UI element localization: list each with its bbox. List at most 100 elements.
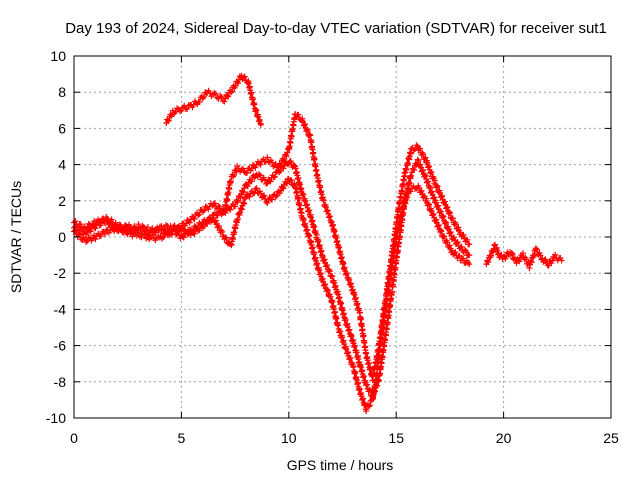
track-high-point [186, 219, 193, 226]
track-high-point [301, 122, 308, 129]
track-mid-point [411, 167, 418, 174]
track-late-point [484, 257, 491, 264]
track-short-point [240, 74, 247, 81]
track-high-point [168, 231, 175, 238]
track-high-point [441, 198, 448, 205]
track-high-point [452, 221, 459, 228]
track-mid-point [417, 161, 424, 168]
track-high-point [446, 209, 453, 216]
track-low-point [429, 212, 436, 219]
track-late-point [545, 262, 552, 269]
x-tick-label: 5 [178, 430, 186, 446]
track-short-point [228, 89, 235, 96]
track-mid-point [454, 239, 461, 246]
track-late-point [493, 244, 500, 251]
track-mid-point [453, 239, 460, 246]
track-mid-point [211, 209, 218, 216]
track-low-point [83, 238, 90, 245]
track-short-point [178, 107, 185, 114]
track-late-point [508, 250, 515, 257]
y-tick-label: -2 [54, 265, 67, 281]
track-low-point [262, 195, 269, 202]
track-short-point [257, 121, 264, 128]
track-high-point [178, 224, 185, 231]
track-high-point [210, 200, 217, 207]
track-high-point [417, 145, 424, 152]
track-low-point [223, 234, 230, 241]
track-high-point [439, 192, 446, 199]
track-high-point [434, 183, 441, 190]
data-points [71, 72, 565, 415]
track-short-point [228, 88, 235, 95]
track-high-point [108, 216, 115, 223]
track-mid-point [435, 202, 442, 209]
track-mid-point [363, 382, 370, 389]
track-mid-point [415, 157, 422, 164]
track-high-point [199, 208, 206, 215]
track-late-point [494, 247, 501, 254]
track-mid-point [463, 248, 470, 255]
track-late-point [536, 249, 543, 256]
track-mid-point [204, 220, 211, 227]
track-mid-point [363, 381, 370, 388]
track-mid-point [190, 230, 197, 237]
track-mid-point [321, 256, 328, 263]
track-low-point [101, 231, 108, 238]
track-high-point [201, 207, 208, 214]
track-high-point [420, 151, 427, 158]
track-mid-point [461, 246, 468, 253]
track-low-point [435, 222, 442, 229]
track-short-point [200, 93, 207, 100]
y-tick-label: 10 [50, 48, 66, 64]
track-low-point [365, 403, 372, 410]
track-high-point [117, 222, 124, 229]
track-mid-point [195, 227, 202, 234]
track-low-point [452, 249, 459, 256]
track-low-point [284, 180, 291, 187]
track-high-point [431, 177, 438, 184]
track-mid-point [271, 173, 278, 180]
track-mid-point [255, 171, 262, 178]
track-low-point [366, 402, 373, 409]
track-mid-point [87, 228, 94, 235]
track-low-point [288, 177, 295, 184]
track-late-point [558, 257, 565, 264]
track-late-point [509, 250, 516, 257]
track-high-point [196, 211, 203, 218]
track-low-point [418, 187, 425, 194]
track-mid-point [227, 206, 234, 213]
track-mid-point [286, 158, 293, 165]
track-mid-point [437, 208, 444, 215]
track-mid-point [414, 156, 421, 163]
track-mid-point [182, 230, 189, 237]
x-tick-label: 15 [388, 430, 404, 446]
track-low-point [446, 242, 453, 249]
track-mid-point [235, 197, 242, 204]
track-high-point [433, 182, 440, 189]
track-mid-point [200, 223, 207, 230]
track-low-point [363, 408, 370, 415]
y-tick-label: -6 [54, 338, 67, 354]
track-low-point [437, 227, 444, 234]
track-mid-point [442, 218, 449, 225]
track-short-point [218, 94, 225, 101]
track-high-point [88, 223, 95, 230]
track-mid-point [244, 183, 251, 190]
track-mid-point [232, 203, 239, 210]
track-mid-point [291, 162, 298, 169]
track-short-point [241, 73, 248, 80]
track-late-point [492, 241, 499, 248]
track-high-point [313, 166, 320, 173]
track-high-point [301, 121, 308, 128]
track-high-point [455, 224, 462, 231]
track-mid-point [419, 167, 426, 174]
track-low-point [222, 234, 229, 241]
track-low-point [327, 293, 334, 300]
track-low-point [269, 196, 276, 203]
track-late-point [537, 252, 544, 259]
track-mid-point [322, 263, 329, 270]
track-mid-point [138, 230, 145, 237]
track-late-point [488, 252, 495, 259]
track-late-point [532, 245, 539, 252]
track-mid-point [443, 219, 450, 226]
